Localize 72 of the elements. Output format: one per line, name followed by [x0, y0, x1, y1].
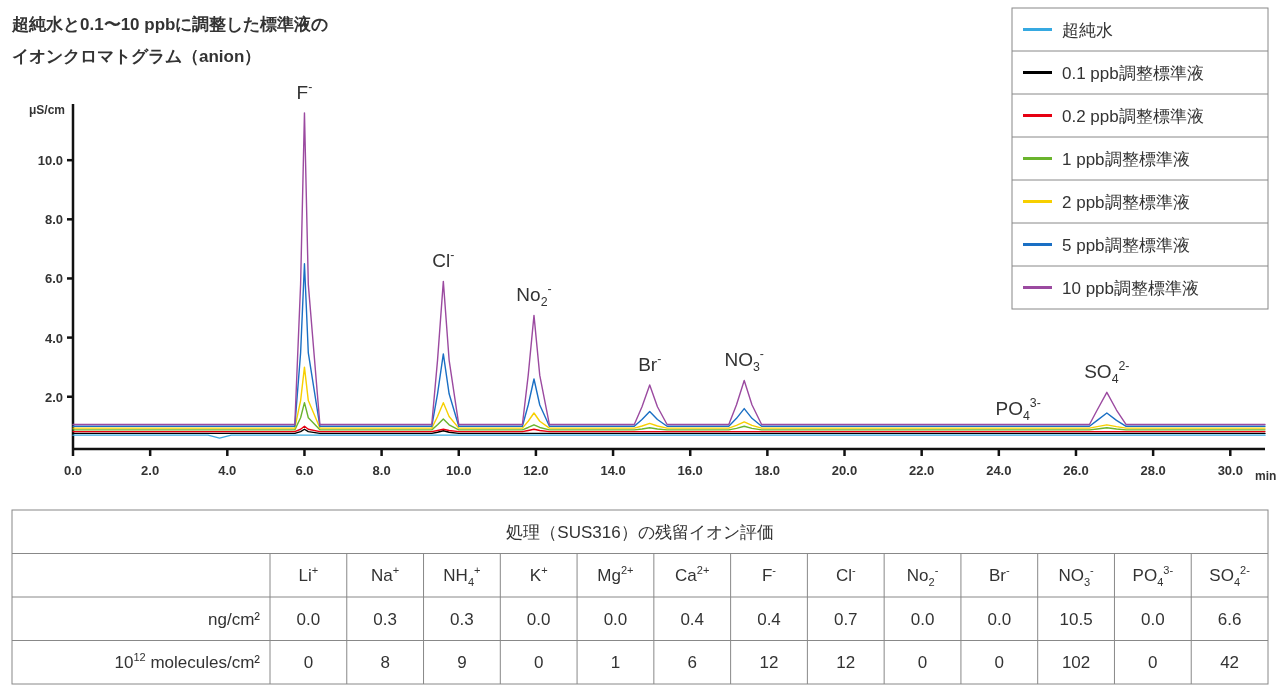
data-label: 42 — [1220, 653, 1240, 673]
legend-label: 10 ppb調整標準液 — [1062, 278, 1199, 298]
data-label: 0.0 — [296, 609, 321, 629]
data-label: 102 — [1061, 653, 1091, 673]
annotation: F$^{-}$ — [296, 79, 313, 103]
x-axis-title: min — [1255, 469, 1277, 483]
category-label: Ca$^{2+}$ — [675, 564, 710, 586]
x-tick-label: 28.0 — [1140, 463, 1166, 478]
legend-label: 5 ppb調整標準液 — [1062, 235, 1190, 255]
data-label: 6.6 — [1217, 609, 1242, 629]
y-tick-label: 10.0 — [37, 153, 63, 169]
series-label: ng/cm² — [208, 609, 261, 629]
x-tick-label: 24.0 — [986, 463, 1012, 478]
data-label: 0.0 — [1141, 609, 1165, 629]
x-tick-label: 10.0 — [446, 463, 472, 478]
data-label: 0 — [1148, 653, 1158, 673]
x-tick-label: 20.0 — [831, 463, 858, 478]
x-tick-label: 12.0 — [523, 463, 549, 478]
data-label: 12 — [836, 653, 856, 673]
x-tick-label: 30.0 — [1217, 463, 1243, 478]
text: 処理（SUS316）の残留イオン評価 — [506, 522, 774, 542]
legend-label: 0.2 ppb調整標準液 — [1062, 106, 1204, 126]
x-tick-label: 26.0 — [1063, 463, 1089, 478]
legend-label: 超純水 — [1062, 20, 1113, 40]
legend-label: 1 ppb調整標準液 — [1062, 149, 1190, 169]
data-label: 0 — [533, 653, 544, 673]
x-tick-label: 0.0 — [63, 463, 83, 478]
chart-subtitle: イオンクロマトグラム（anion） — [12, 47, 262, 66]
x-tick-label: 16.0 — [677, 463, 703, 478]
data-label: 6 — [687, 653, 697, 673]
x-tick-label: 8.0 — [372, 463, 391, 478]
x-tick-label: 18.0 — [754, 463, 781, 478]
category-label: Br$^{-}$ — [988, 564, 1010, 586]
annotation: Br$^{-}$ — [638, 351, 662, 375]
data-label: 0.0 — [987, 609, 1012, 629]
annotation: Cl$^{-}$ — [432, 248, 455, 272]
category-label: Cl$^{-}$ — [835, 564, 856, 586]
y-axis-title: μS/cm — [28, 103, 65, 117]
category-label: Li$^{+}$ — [298, 564, 319, 586]
data-label: 1 — [610, 653, 621, 673]
x-tick-label: 4.0 — [218, 463, 237, 478]
y-tick-label: 4.0 — [44, 330, 63, 346]
data-label: 0.0 — [526, 609, 551, 629]
x-tick-label: 22.0 — [909, 463, 935, 478]
data-label: 0.4 — [757, 609, 781, 629]
chart-title: 超純水と0.1〜10 ppbに調整した標準液の — [11, 15, 329, 34]
y-tick-label: 2.0 — [44, 389, 63, 405]
data-label: 0.0 — [603, 609, 628, 629]
data-label: 0.3 — [450, 609, 474, 629]
legend-label: 0.1 ppb調整標準液 — [1062, 63, 1204, 83]
data-label: 8 — [380, 653, 390, 673]
data-label: 0 — [994, 653, 1005, 673]
category-label: Na$^{+}$ — [371, 564, 400, 586]
x-tick-label: 6.0 — [295, 463, 314, 478]
data-label: 0.7 — [833, 609, 858, 629]
data-label: 0.3 — [373, 609, 397, 629]
data-label: 0 — [303, 653, 314, 673]
category-label: Mg$^{2+}$ — [597, 564, 634, 586]
data-label: 0.0 — [910, 609, 935, 629]
data-label: 0 — [917, 653, 928, 673]
category-label: F$^{-}$ — [761, 564, 777, 586]
data-label: 10.5 — [1059, 609, 1093, 629]
data-label: 12 — [759, 653, 779, 673]
y-tick-label: 6.0 — [44, 271, 63, 287]
x-tick-label: 14.0 — [600, 463, 626, 478]
y-tick-label: 8.0 — [44, 212, 63, 228]
data-label: 9 — [457, 653, 467, 673]
x-tick-label: 2.0 — [141, 463, 160, 478]
text: 10$^{12}$ molecules/cm² — [114, 651, 261, 673]
legend-label: 2 ppb調整標準液 — [1062, 192, 1190, 212]
data-label: 0.4 — [680, 609, 705, 629]
category-label: K$^{+}$ — [529, 564, 548, 586]
